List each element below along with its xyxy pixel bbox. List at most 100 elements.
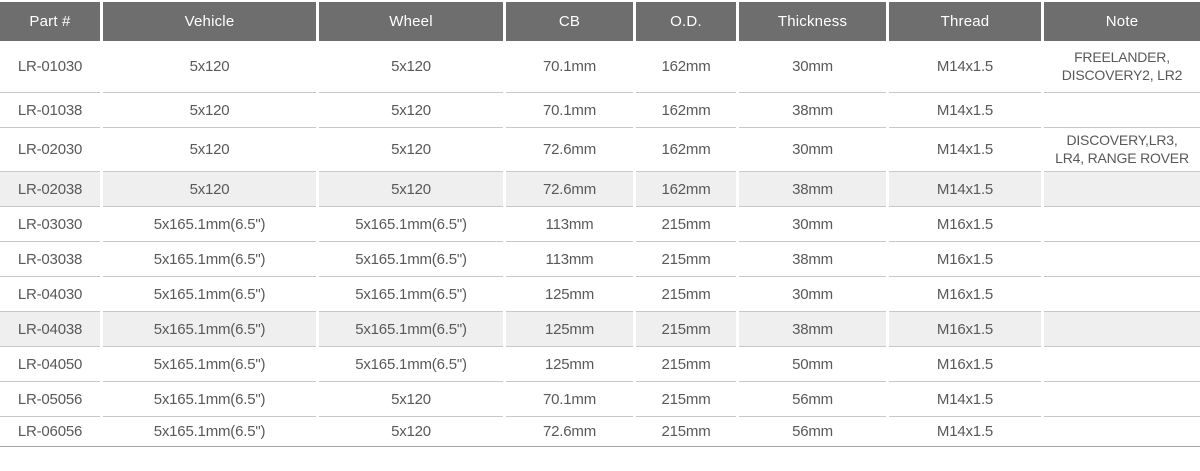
cell-note — [1044, 172, 1200, 207]
table-row: LR-04030 5x165.1mm(6.5") 5x165.1mm(6.5")… — [0, 277, 1200, 312]
spec-table: Part # Vehicle Wheel CB O.D. Thickness T… — [0, 2, 1200, 446]
cell-cb: 113mm — [506, 242, 633, 277]
cell-wheel: 5x120 — [319, 172, 503, 207]
cell-vehicle: 5x165.1mm(6.5") — [103, 417, 316, 446]
cell-note — [1044, 277, 1200, 312]
cell-part: LR-03030 — [0, 207, 100, 242]
cell-cb: 72.6mm — [506, 172, 633, 207]
cell-thread: M14x1.5 — [889, 172, 1041, 207]
cell-note — [1044, 417, 1200, 446]
cell-part: LR-05056 — [0, 382, 100, 417]
table-row: LR-05056 5x165.1mm(6.5") 5x120 70.1mm 21… — [0, 382, 1200, 417]
cell-thickness: 30mm — [739, 277, 886, 312]
cell-part: LR-02030 — [0, 128, 100, 172]
cell-vehicle: 5x165.1mm(6.5") — [103, 382, 316, 417]
cell-od: 162mm — [636, 93, 736, 128]
cell-thread: M14x1.5 — [889, 41, 1041, 93]
cell-note — [1044, 93, 1200, 128]
cell-wheel: 5x120 — [319, 41, 503, 93]
cell-thread: M16x1.5 — [889, 347, 1041, 382]
cell-part: LR-01030 — [0, 41, 100, 93]
table-row: LR-02038 5x120 5x120 72.6mm 162mm 38mm M… — [0, 172, 1200, 207]
column-header-part: Part # — [0, 2, 100, 41]
cell-od: 215mm — [636, 417, 736, 446]
cell-part: LR-04030 — [0, 277, 100, 312]
table-row: LR-04038 5x165.1mm(6.5") 5x165.1mm(6.5")… — [0, 312, 1200, 347]
cell-note — [1044, 207, 1200, 242]
cell-od: 162mm — [636, 172, 736, 207]
cell-od: 162mm — [636, 41, 736, 93]
cell-vehicle: 5x165.1mm(6.5") — [103, 347, 316, 382]
cell-vehicle: 5x120 — [103, 172, 316, 207]
cell-cb: 72.6mm — [506, 128, 633, 172]
cell-thread: M14x1.5 — [889, 382, 1041, 417]
table-row: LR-04050 5x165.1mm(6.5") 5x165.1mm(6.5")… — [0, 347, 1200, 382]
column-header-vehicle: Vehicle — [103, 2, 316, 41]
cell-thickness: 30mm — [739, 41, 886, 93]
cell-cb: 125mm — [506, 312, 633, 347]
table-row: LR-02030 5x120 5x120 72.6mm 162mm 30mm M… — [0, 128, 1200, 172]
cell-cb: 125mm — [506, 277, 633, 312]
table-row: LR-03030 5x165.1mm(6.5") 5x165.1mm(6.5")… — [0, 207, 1200, 242]
cell-thickness: 38mm — [739, 312, 886, 347]
cell-thickness: 30mm — [739, 128, 886, 172]
cell-od: 215mm — [636, 347, 736, 382]
cell-part: LR-04038 — [0, 312, 100, 347]
table-row: LR-01038 5x120 5x120 70.1mm 162mm 38mm M… — [0, 93, 1200, 128]
cell-part: LR-06056 — [0, 417, 100, 446]
cell-thickness: 38mm — [739, 93, 886, 128]
cell-vehicle: 5x165.1mm(6.5") — [103, 207, 316, 242]
cell-od: 215mm — [636, 242, 736, 277]
cell-note: FREELANDER, DISCOVERY2, LR2 — [1044, 41, 1200, 93]
column-header-cb: CB — [506, 2, 633, 41]
cell-cb: 70.1mm — [506, 41, 633, 93]
cell-thickness: 56mm — [739, 417, 886, 446]
cell-cb: 70.1mm — [506, 382, 633, 417]
cell-vehicle: 5x165.1mm(6.5") — [103, 242, 316, 277]
cell-note — [1044, 347, 1200, 382]
cell-thread: M16x1.5 — [889, 277, 1041, 312]
cell-thickness: 38mm — [739, 242, 886, 277]
cell-vehicle: 5x165.1mm(6.5") — [103, 312, 316, 347]
cell-part: LR-01038 — [0, 93, 100, 128]
cell-thread: M14x1.5 — [889, 417, 1041, 446]
cell-od: 215mm — [636, 382, 736, 417]
cell-part: LR-03038 — [0, 242, 100, 277]
cell-thread: M14x1.5 — [889, 93, 1041, 128]
cell-cb: 113mm — [506, 207, 633, 242]
cell-cb: 70.1mm — [506, 93, 633, 128]
column-header-thread: Thread — [889, 2, 1041, 41]
table-body: LR-01030 5x120 5x120 70.1mm 162mm 30mm M… — [0, 41, 1200, 446]
cell-wheel: 5x165.1mm(6.5") — [319, 312, 503, 347]
cell-thickness: 30mm — [739, 207, 886, 242]
cell-wheel: 5x120 — [319, 382, 503, 417]
column-header-thickness: Thickness — [739, 2, 886, 41]
cell-vehicle: 5x120 — [103, 93, 316, 128]
cell-note: DISCOVERY,LR3, LR4, RANGE ROVER — [1044, 128, 1200, 172]
cell-thread: M16x1.5 — [889, 242, 1041, 277]
cell-vehicle: 5x120 — [103, 128, 316, 172]
cell-wheel: 5x120 — [319, 128, 503, 172]
cell-wheel: 5x120 — [319, 417, 503, 446]
cell-wheel: 5x165.1mm(6.5") — [319, 277, 503, 312]
cell-thickness: 38mm — [739, 172, 886, 207]
table-row: LR-06056 5x165.1mm(6.5") 5x120 72.6mm 21… — [0, 417, 1200, 446]
cell-wheel: 5x165.1mm(6.5") — [319, 347, 503, 382]
cell-vehicle: 5x120 — [103, 41, 316, 93]
cell-od: 215mm — [636, 207, 736, 242]
cell-part: LR-02038 — [0, 172, 100, 207]
cell-cb: 72.6mm — [506, 417, 633, 446]
cell-thread: M16x1.5 — [889, 207, 1041, 242]
cell-od: 215mm — [636, 312, 736, 347]
cell-wheel: 5x120 — [319, 93, 503, 128]
column-header-note: Note — [1044, 2, 1200, 41]
cell-wheel: 5x165.1mm(6.5") — [319, 207, 503, 242]
cell-vehicle: 5x165.1mm(6.5") — [103, 277, 316, 312]
cell-od: 215mm — [636, 277, 736, 312]
column-header-wheel: Wheel — [319, 2, 503, 41]
cell-thickness: 50mm — [739, 347, 886, 382]
cell-wheel: 5x165.1mm(6.5") — [319, 242, 503, 277]
cell-part: LR-04050 — [0, 347, 100, 382]
cell-od: 162mm — [636, 128, 736, 172]
